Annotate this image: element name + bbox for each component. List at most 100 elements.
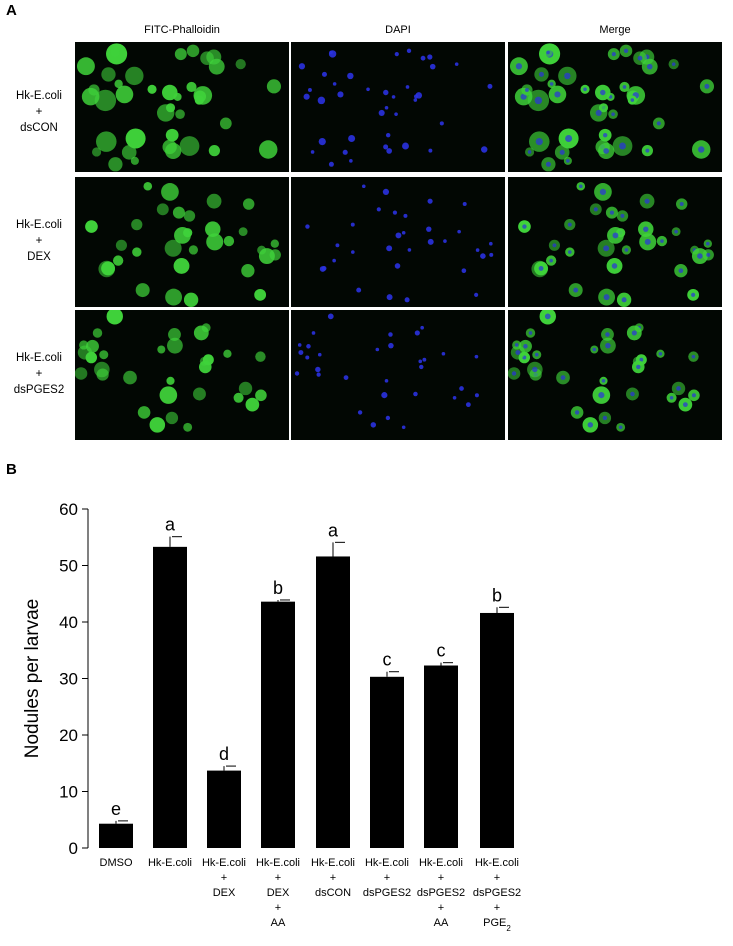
x-tick-label: Hk-E.coli [311, 857, 355, 869]
dapi-nucleus [349, 159, 353, 163]
dapi-nucleus [515, 350, 521, 356]
dapi-nucleus [678, 268, 684, 274]
fitc-cell [115, 85, 134, 104]
dapi-nucleus [384, 379, 389, 383]
fitc-cell [135, 283, 150, 298]
bar [153, 546, 187, 848]
fitc-cell [233, 392, 244, 403]
x-tick-label: + [275, 902, 281, 914]
x-tick-label: AA [434, 917, 449, 929]
dapi-nucleus [321, 71, 327, 77]
x-tick-label: DMSO [100, 857, 133, 869]
dapi-nucleus [630, 391, 635, 397]
dapi-nucleus [474, 292, 479, 297]
fitc-cell [164, 239, 182, 257]
dapi-nucleus [388, 332, 393, 337]
fitc-cell [206, 233, 224, 251]
fitc-cell [168, 328, 181, 341]
dapi-nucleus [407, 248, 412, 252]
dapi-nucleus [534, 352, 539, 357]
dapi-nucleus [306, 344, 311, 349]
nodules-bar-chart: 0 10 20 30 40 50 60 Nodules per larvae e DMSO a Hk-… [22, 500, 521, 933]
row-label-dspges2: Hk-E.coli + dsPGES2 [0, 350, 78, 398]
dapi-nucleus [603, 294, 610, 301]
fitc-cell [121, 145, 137, 160]
fitc-cell [165, 288, 183, 306]
row-label-line: + [35, 106, 43, 118]
dapi-nucleus [523, 344, 528, 349]
fitc-cell [92, 328, 103, 338]
dapi-nucleus [522, 224, 527, 229]
dapi-nucleus [532, 366, 538, 373]
dapi-nucleus [294, 371, 300, 376]
fitc-cell [219, 117, 232, 130]
dapi-nucleus [658, 351, 663, 356]
dapi-nucleus [595, 109, 602, 116]
dapi-nucleus [347, 72, 354, 80]
dapi-nucleus [671, 62, 676, 66]
dapi-nucleus [383, 144, 389, 150]
dapi-nucleus [342, 149, 348, 155]
fitc-cell [165, 142, 182, 160]
dapi-nucleus [645, 148, 650, 153]
y-tick-label: 40 [59, 613, 78, 632]
dapi-nucleus [559, 149, 565, 155]
dapi-nucleus [706, 241, 710, 246]
fitc-cell [208, 145, 220, 157]
bar [261, 601, 295, 848]
fitc-cell [106, 310, 123, 325]
dapi-nucleus [704, 83, 710, 89]
dapi-nucleus [328, 161, 334, 167]
dapi-nucleus [656, 121, 661, 126]
dapi-nucleus [474, 354, 479, 359]
micrograph-dspges2-dapi [291, 310, 505, 440]
fitc-cell [245, 397, 260, 412]
fitc-cell [165, 411, 179, 425]
dapi-nucleus [351, 250, 355, 254]
fitc-cell [183, 292, 199, 307]
dapi-nucleus [592, 347, 597, 352]
dapi-nucleus [691, 292, 696, 297]
dapi-nucleus [366, 87, 370, 92]
y-tick-label: 60 [59, 500, 78, 519]
row-label-line: dsCON [20, 122, 58, 134]
dapi-nucleus [514, 343, 519, 347]
dapi-nucleus [327, 313, 334, 320]
dapi-nucleus [669, 395, 674, 400]
dapi-nucleus [489, 252, 494, 257]
dapi-nucleus [697, 146, 705, 153]
dapi-nucleus [415, 92, 423, 99]
fitc-cell [130, 156, 139, 165]
fitc-cell [172, 206, 185, 219]
dapi-nucleus [395, 232, 402, 239]
fitc-cell [95, 131, 117, 152]
fitc-cell [208, 58, 225, 75]
dapi-nucleus [622, 85, 627, 89]
dapi-nucleus [321, 265, 327, 271]
dapi-nucleus [573, 287, 579, 293]
dapi-nucleus [297, 343, 302, 347]
dapi-nucleus [439, 121, 444, 126]
x-tick-label: + [494, 872, 500, 884]
significance-letter: a [328, 520, 339, 540]
x-tick-label: dsPGES2 [417, 887, 465, 899]
dapi-nucleus [515, 63, 523, 70]
dapi-nucleus [394, 263, 401, 269]
bar [316, 556, 350, 848]
x-tick-label: AA [271, 917, 286, 929]
dapi-nucleus [375, 347, 380, 352]
fitc-cell [137, 406, 151, 419]
dapi-nucleus [317, 96, 326, 105]
fitc-cell [186, 81, 197, 93]
fitc-cell [183, 210, 196, 222]
dapi-nucleus [574, 410, 580, 415]
dapi-nucleus [298, 350, 304, 356]
dapi-nucleus [454, 62, 459, 66]
significance-letter: b [273, 578, 283, 598]
micrograph-dspges2-fitc [75, 310, 289, 440]
dapi-nucleus [682, 402, 688, 408]
dapi-nucleus [489, 241, 493, 246]
bar [480, 612, 514, 848]
x-tick-label: + [438, 902, 444, 914]
dapi-nucleus [370, 422, 377, 428]
